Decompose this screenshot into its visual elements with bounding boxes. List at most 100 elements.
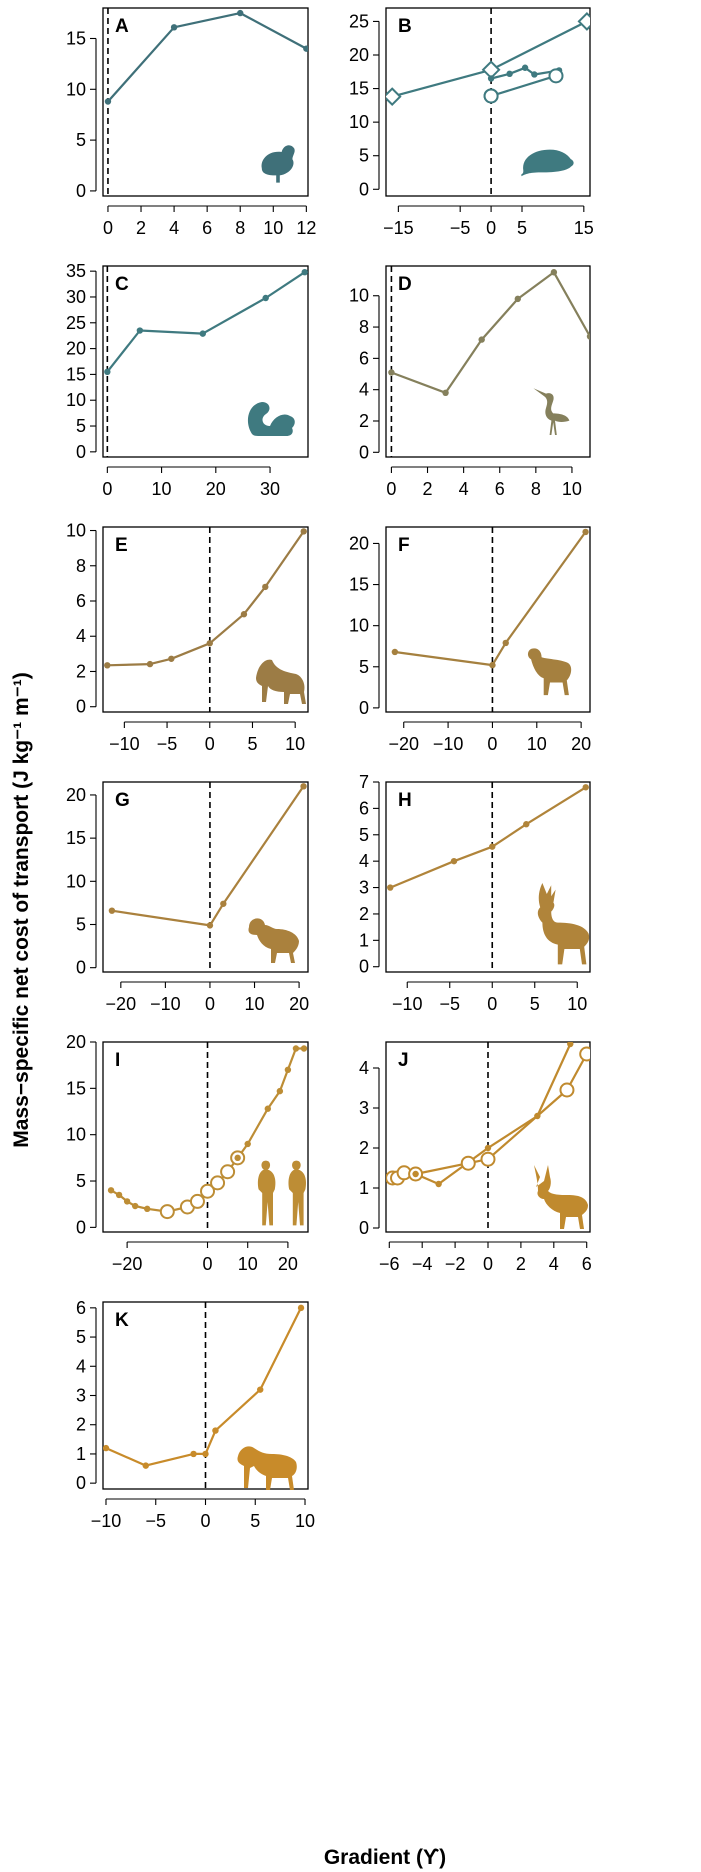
data-point: [412, 1170, 419, 1178]
x-tick-label: 8: [531, 479, 541, 499]
panel-h: 0 1 2 3 4 5 6 7 −10 −5 0 5 10 H: [359, 772, 591, 1014]
y-tick-label: 10: [66, 521, 86, 541]
plot-frame: [385, 526, 591, 713]
x-tick-label: 0: [386, 479, 396, 499]
y-tick-label: 4: [359, 1058, 369, 1078]
x-tick-label: 2: [516, 1254, 526, 1274]
data-point: [521, 64, 529, 71]
data-point: [206, 922, 214, 929]
panel-letter: B: [398, 16, 412, 37]
series-line: [106, 271, 306, 373]
bighorn-sheep-silhouette-icon: [248, 918, 299, 963]
data-point: [442, 389, 449, 397]
data-point: [387, 884, 394, 891]
x-tick-label: 0: [486, 218, 496, 238]
x-tick-label: 10: [567, 994, 587, 1014]
y-tick-label: 0: [359, 957, 369, 977]
data-point: [284, 1066, 292, 1074]
y-tick-label: 20: [349, 45, 369, 65]
y-tick-label: 15: [349, 79, 369, 99]
series-line: [490, 74, 558, 98]
data-point-open-circle: [579, 1046, 590, 1062]
plot-frame: [385, 781, 591, 973]
data-point: [478, 336, 485, 343]
humans-silhouette-icon: [257, 1160, 307, 1226]
data-point: [586, 333, 590, 340]
x-tick-label: 12: [296, 218, 316, 238]
data-point: [136, 327, 144, 334]
panel-j: 0 1 2 3 4 −6 −4 −2 0 2 4 6 J: [359, 1041, 592, 1274]
x-tick-label: 15: [574, 218, 594, 238]
data-point: [220, 900, 227, 907]
data-point: [244, 1140, 251, 1148]
data-point: [144, 1205, 151, 1213]
plot-frame: [102, 1041, 309, 1233]
x-tick-label: 30: [260, 479, 280, 499]
y-tick-label: 10: [66, 871, 86, 891]
data-point-open-diamond: [577, 12, 590, 31]
data-point: [450, 857, 458, 865]
y-tick-label: 35: [66, 261, 86, 281]
x-tick-label: 0: [483, 1254, 493, 1274]
x-tick-label: 10: [295, 1511, 315, 1531]
data-point: [146, 660, 154, 668]
x-tick-label: 0: [200, 1511, 210, 1531]
x-tick-label: 10: [245, 994, 265, 1014]
y-tick-label: 1: [359, 930, 369, 950]
data-point: [435, 1180, 442, 1188]
x-tick-label: −5: [157, 734, 178, 754]
data-point: [300, 783, 307, 790]
plot-frame: [102, 781, 309, 973]
series-line: [107, 12, 307, 103]
data-point-open-circle: [220, 1164, 236, 1180]
x-tick-label: 10: [152, 479, 172, 499]
data-point: [104, 662, 111, 669]
panel-letter: A: [115, 16, 129, 37]
data-point: [514, 295, 521, 303]
x-tick-label: 5: [250, 1511, 260, 1531]
x-tick-label: 4: [549, 1254, 559, 1274]
y-tick-label: 2: [359, 904, 369, 924]
x-tick-label: −6: [379, 1254, 400, 1274]
data-point: [262, 294, 269, 302]
y-tick-label: 0: [76, 181, 86, 201]
data-point-open-circle: [483, 88, 499, 104]
x-tick-label: −20: [112, 1254, 143, 1274]
data-point: [115, 1191, 123, 1199]
data-point: [142, 1462, 149, 1469]
y-tick-label: 5: [76, 130, 86, 150]
y-tick-label: 0: [76, 442, 86, 462]
series-line: [391, 271, 590, 394]
data-point: [104, 98, 112, 105]
y-tick-label: 4: [76, 1356, 86, 1376]
x-tick-label: 10: [562, 479, 582, 499]
y-tick-label: 4: [359, 851, 369, 871]
panel-letter: E: [115, 535, 128, 556]
y-tick-label: 0: [359, 179, 369, 199]
x-tick-label: 20: [571, 734, 591, 754]
x-tick-label: 5: [517, 218, 527, 238]
y-tick-label: 5: [359, 825, 369, 845]
data-point: [257, 1386, 264, 1393]
panel-letter: I: [115, 1050, 120, 1071]
y-tick-label: 15: [66, 828, 86, 848]
y-tick-label: 0: [359, 442, 369, 462]
data-point: [303, 45, 308, 52]
x-tick-label: −20: [388, 734, 419, 754]
data-point: [276, 1087, 284, 1095]
y-tick-label: 20: [66, 785, 86, 805]
y-tick-label: 30: [66, 287, 86, 307]
x-tick-label: 4: [169, 218, 179, 238]
x-tick-label: 6: [495, 479, 505, 499]
x-tick-label: 20: [206, 479, 226, 499]
x-tick-label: −10: [392, 994, 423, 1014]
y-tick-label: 5: [76, 416, 86, 436]
x-tick-label: −5: [145, 1511, 166, 1531]
panel-a: 0 5 10 15 0 2 4 6 8 10 12 A: [66, 7, 316, 238]
data-point: [297, 1304, 305, 1312]
panel-b: 0 5 10 15 20 25 −15 −5 0 5 15 B: [349, 7, 594, 238]
x-tick-label: 20: [289, 994, 309, 1014]
data-point: [484, 1144, 492, 1152]
y-tick-label: 0: [359, 698, 369, 718]
